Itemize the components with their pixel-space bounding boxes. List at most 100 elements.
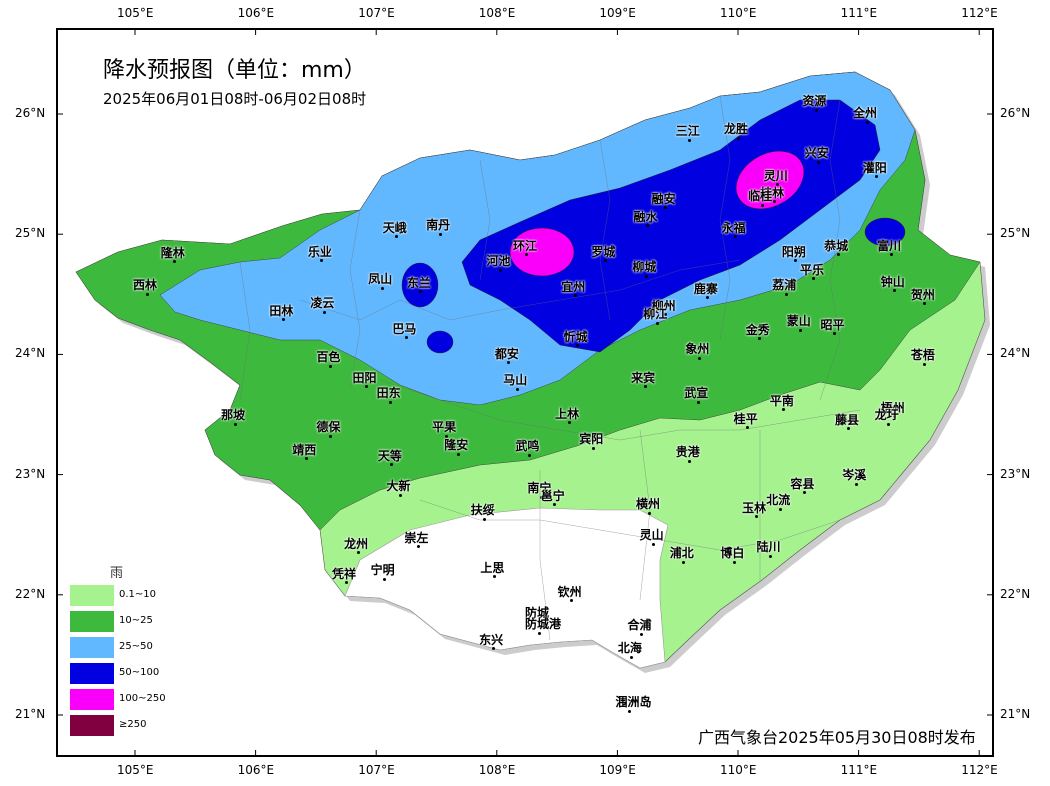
- legend-label: 100~250: [119, 693, 166, 704]
- city-label: 灵山: [639, 528, 664, 543]
- city-dot: [732, 560, 736, 564]
- city-dot: [344, 581, 348, 585]
- city-dot: [887, 422, 891, 426]
- city-label: 东兴: [479, 632, 504, 647]
- city-label: 扶绥: [470, 503, 495, 518]
- city-label: 凌云: [310, 296, 335, 311]
- city-label: 环江: [512, 238, 537, 253]
- city-dot: [758, 337, 762, 341]
- legend-label: 10~25: [119, 615, 153, 626]
- city-dot: [652, 542, 656, 546]
- city-dot: [322, 310, 326, 314]
- legend-swatch: [70, 585, 114, 606]
- city-dot: [483, 517, 487, 521]
- city-label: 南丹: [426, 218, 451, 233]
- city-dot: [736, 136, 740, 140]
- city-dot: [365, 385, 369, 389]
- city-label: 防城: [525, 606, 550, 621]
- city-dot: [356, 551, 360, 555]
- city-dot: [697, 356, 701, 360]
- city-label: 贵港: [675, 445, 700, 460]
- city-dot: [832, 332, 836, 336]
- city-dot: [383, 577, 387, 581]
- legend-label: 25~50: [119, 641, 153, 652]
- lon-tick-label: 107°E: [358, 6, 395, 20]
- city-label: 凤山: [368, 272, 393, 287]
- city-dot: [923, 362, 927, 366]
- city-dot: [643, 385, 647, 389]
- legend-label: 0.1~10: [119, 589, 157, 600]
- city-dot: [682, 560, 686, 564]
- city-dot: [923, 302, 927, 306]
- city-dot: [893, 289, 897, 293]
- city-label: 田阳: [352, 370, 377, 385]
- city-label: 陆川: [756, 540, 781, 555]
- city-dot: [778, 507, 782, 511]
- city-label: 融水: [633, 209, 658, 224]
- city-label: 宜州: [561, 279, 586, 294]
- city-label: 宁明: [370, 563, 395, 578]
- city-dot: [573, 294, 577, 297]
- lon-tick-label: 106°E: [237, 6, 275, 20]
- city-label: 涠洲岛: [615, 695, 652, 710]
- rain-zone-50-100-fu-chuan: [864, 217, 906, 247]
- city-dot: [591, 446, 595, 450]
- lat-tick-label: 21°N: [15, 707, 46, 721]
- city-dot: [865, 120, 869, 124]
- lat-tick-label: 25°N: [1000, 226, 1031, 241]
- lat-tick-label: 21°N: [1000, 707, 1031, 721]
- city-label: 金秀: [745, 322, 770, 337]
- city-label: 容县: [790, 476, 815, 491]
- lon-tick-label: 109°E: [599, 763, 636, 777]
- lon-tick-label: 107°E: [358, 763, 395, 777]
- legend-swatch: [70, 663, 114, 684]
- rain-zone-50-100-east-lan: [401, 262, 439, 308]
- issuer-note: 广西气象台2025年05月30日08时发布: [698, 728, 976, 747]
- lat-tick-label: 24°N: [1000, 346, 1031, 361]
- city-dot: [854, 482, 858, 486]
- lat-tick-label: 26°N: [15, 106, 46, 120]
- city-label: 岑溪: [842, 468, 867, 483]
- city-dot: [173, 260, 177, 264]
- city-label: 平南: [769, 393, 794, 408]
- city-dot: [817, 160, 821, 164]
- city-label: 永福: [721, 220, 746, 235]
- city-dot: [627, 709, 631, 713]
- city-label: 三江: [675, 124, 700, 139]
- city-dot: [281, 318, 285, 322]
- city-label: 柳江: [643, 307, 668, 322]
- city-label: 兴安: [804, 146, 829, 161]
- city-label: 凭祥: [332, 566, 357, 581]
- city-dot: [664, 313, 668, 317]
- city-label: 龙胜: [724, 122, 749, 137]
- lon-tick-label: 105°E: [117, 763, 154, 777]
- city-label: 横州: [635, 497, 660, 512]
- lon-tick-label: 105°E: [117, 6, 154, 20]
- city-label: 富川: [877, 238, 902, 253]
- city-label: 德保: [316, 420, 341, 435]
- rain-zone-50-100-ba-ma: [426, 330, 454, 354]
- city-dot: [404, 336, 408, 340]
- city-label: 田东: [376, 386, 401, 401]
- lat-tick-label: 23°N: [15, 466, 46, 481]
- city-dot: [576, 344, 580, 348]
- city-label: 龙州: [344, 536, 369, 551]
- city-dot: [646, 224, 650, 228]
- city-dot: [444, 434, 448, 438]
- city-dot: [664, 206, 668, 210]
- city-label: 田林: [269, 303, 294, 318]
- city-dot: [398, 493, 402, 497]
- city-label: 隆林: [160, 245, 185, 260]
- city-dot: [776, 183, 780, 187]
- legend-label: ≥250: [119, 719, 147, 730]
- county-boundaries: [239, 95, 861, 641]
- city-dot: [456, 452, 460, 456]
- city-label: 忻城: [563, 329, 588, 344]
- city-dot: [754, 515, 758, 519]
- city-dot: [389, 400, 393, 404]
- city-dot: [395, 235, 399, 239]
- city-label: 鹿寨: [693, 281, 718, 296]
- city-label: 象州: [685, 342, 710, 356]
- rain-zone-100-250-huan-jiang: [509, 227, 575, 277]
- city-label: 马山: [503, 373, 528, 388]
